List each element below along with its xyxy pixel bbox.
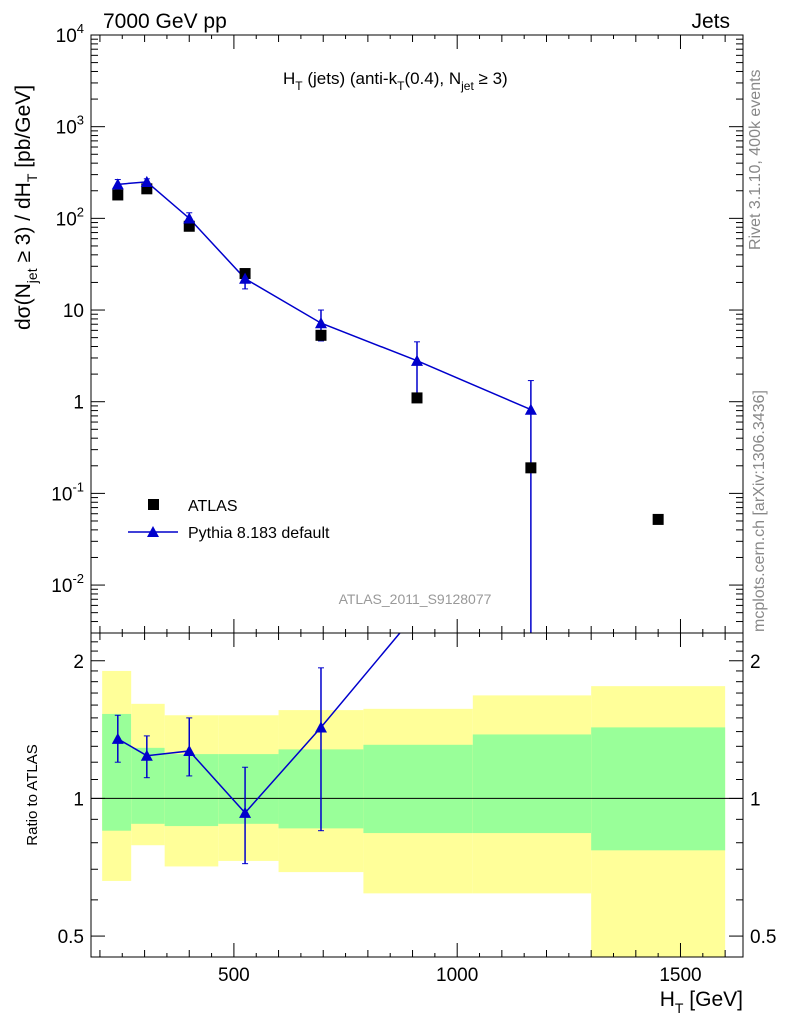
- atlas-point: [141, 183, 153, 195]
- header-right: Jets: [691, 10, 730, 33]
- y-tick-label: 10-1: [51, 479, 84, 505]
- ratio-point: [111, 732, 124, 744]
- y-tick-label: 0.5: [58, 927, 84, 948]
- rivet-label: Rivet 3.1.10, 400k events: [747, 69, 764, 250]
- x-tick-label: 500: [218, 965, 250, 986]
- pythia-point: [140, 175, 153, 187]
- uncertainty-band-inner: [591, 727, 726, 851]
- y-tick-label: 10-2: [51, 571, 84, 597]
- y-tick-label: 10: [63, 301, 84, 322]
- y-tick-label-right: 1: [750, 789, 761, 810]
- legend-label-atlas: ATLAS: [188, 498, 238, 515]
- atlas-point: [411, 392, 423, 404]
- uncertainty-band-inner: [218, 754, 279, 824]
- ratio-panel: 500 1000 1500 0.5 0.5 1 1 2 2 Ratio to ATLAS HT …: [24, 632, 776, 1016]
- mcplots-label: mcplots.cern.ch [arXiv:1306.3436]: [751, 390, 768, 632]
- ratio-frame: [90, 632, 744, 958]
- atlas-point: [652, 513, 664, 525]
- pythia-point: [239, 272, 252, 284]
- y-tick-label-right: 2: [750, 652, 761, 673]
- main-panel: 10-2 10-1 1 10 102 103 104 HT (jets) (anti-kT(…: [12, 21, 744, 634]
- x-tick-label: 1000: [436, 965, 478, 986]
- y-tick-label: 2: [73, 652, 84, 673]
- pythia-point: [314, 317, 327, 329]
- main-ylabel: dσ(Njet ≥ 3) / dHT [pb/GeV]: [12, 85, 40, 330]
- ratio-point: [183, 744, 196, 757]
- header-left: 7000 GeV pp: [103, 10, 227, 33]
- legend-label-pythia: Pythia 8.183 default: [188, 525, 330, 542]
- pythia-line: [117, 181, 532, 411]
- atlas-point: [112, 189, 124, 201]
- ratio-point: [239, 806, 252, 818]
- watermark: ATLAS_2011_S9128077: [339, 591, 492, 607]
- x-axis-label: HT [GeV]: [660, 988, 743, 1016]
- legend: ATLAS Pythia 8.183 default: [128, 498, 330, 542]
- y-tick-label-right: 0.5: [750, 927, 776, 948]
- y-tick-label: 104: [56, 21, 84, 47]
- atlas-point: [315, 329, 327, 341]
- ratio-point: [314, 721, 327, 733]
- y-tick-label: 1: [73, 789, 84, 810]
- atlas-point: [183, 220, 195, 232]
- main-title: HT (jets) (anti-kT(0.4), Njet ≥ 3): [283, 69, 508, 93]
- legend-marker-pythia: [147, 526, 159, 537]
- atlas-point: [525, 462, 537, 474]
- y-tick-label: 1: [73, 393, 84, 414]
- pythia-point: [111, 178, 124, 190]
- ratio-point: [140, 749, 153, 761]
- y-tick-label: 102: [56, 204, 84, 230]
- pythia-point: [411, 354, 423, 366]
- pythia-point: [183, 212, 196, 224]
- ratio-ylabel: Ratio to ATLAS: [24, 744, 41, 845]
- pythia-point: [524, 403, 537, 415]
- uncertainty-band-inner: [472, 734, 592, 834]
- ratio-line: [117, 632, 401, 814]
- uncertainty-band-inner: [102, 713, 132, 831]
- uncertainty-band-inner: [164, 754, 219, 827]
- main-frame: [90, 34, 744, 634]
- legend-marker-atlas: [148, 499, 159, 510]
- y-tick-label: 103: [56, 113, 84, 139]
- uncertainty-band-inner: [363, 744, 473, 834]
- x-tick-label: 1500: [659, 965, 701, 986]
